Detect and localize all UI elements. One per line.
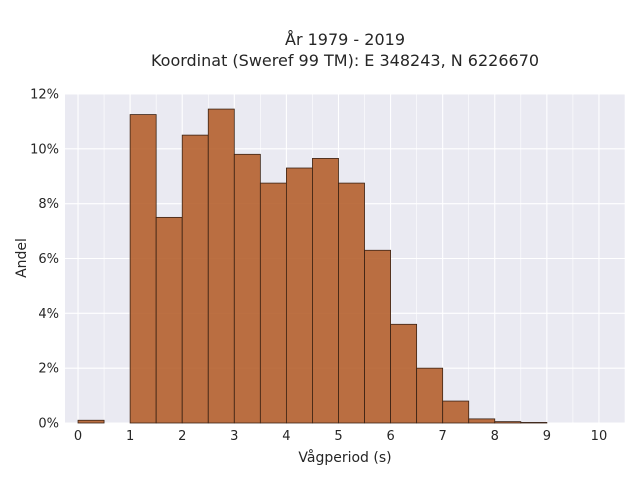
histogram-bar [129, 114, 157, 424]
y-tick-label: 8% [38, 197, 59, 212]
histogram-bar [233, 153, 261, 424]
chart-title-line2: Koordinat (Sweref 99 TM): E 348243, N 62… [151, 51, 539, 70]
x-tick-label: 5 [334, 429, 342, 444]
x-tick-label: 1 [126, 429, 134, 444]
histogram-bar [520, 422, 548, 424]
histogram-bar [77, 419, 105, 424]
bar-layer [77, 108, 548, 424]
y-tick-label: 12% [30, 88, 59, 103]
x-tick-label: 4 [282, 429, 290, 444]
histogram-bar [338, 182, 365, 424]
x-tick-label: 8 [491, 429, 499, 444]
y-axis-label: Andel [14, 238, 30, 278]
histogram-bar [259, 182, 287, 424]
histogram-bar [364, 249, 391, 424]
x-tick-label: 6 [386, 429, 394, 444]
y-tick-label: 0% [38, 417, 59, 432]
x-tick-labels: 0 1 2 3 4 5 6 7 8 9 10 [74, 429, 607, 444]
x-axis-label: Vågperiod (s) [298, 449, 391, 466]
x-tick-label: 10 [591, 429, 608, 444]
histogram-bar [390, 323, 418, 424]
histogram-bar [181, 134, 209, 424]
histogram-bar [468, 418, 496, 424]
histogram-bar [312, 158, 339, 424]
y-tick-label: 4% [38, 307, 59, 322]
x-tick-label: 3 [230, 429, 238, 444]
x-tick-label: 9 [543, 429, 551, 444]
x-tick-label: 0 [74, 429, 82, 444]
y-tick-label: 2% [38, 362, 59, 377]
histogram-bar [494, 421, 522, 424]
histogram-bar [442, 400, 470, 424]
histogram-bar [416, 367, 444, 424]
histogram-bar [207, 108, 235, 424]
y-tick-label: 10% [30, 142, 59, 157]
y-tick-labels: 0% 2% 4% 6% 8% 10% 12% [30, 88, 59, 432]
histogram-bar [285, 167, 313, 424]
x-tick-label: 2 [178, 429, 186, 444]
x-tick-label: 7 [439, 429, 447, 444]
histogram-bar [155, 216, 183, 424]
chart-title-line1: År 1979 - 2019 [285, 30, 405, 49]
y-tick-label: 6% [38, 252, 59, 267]
